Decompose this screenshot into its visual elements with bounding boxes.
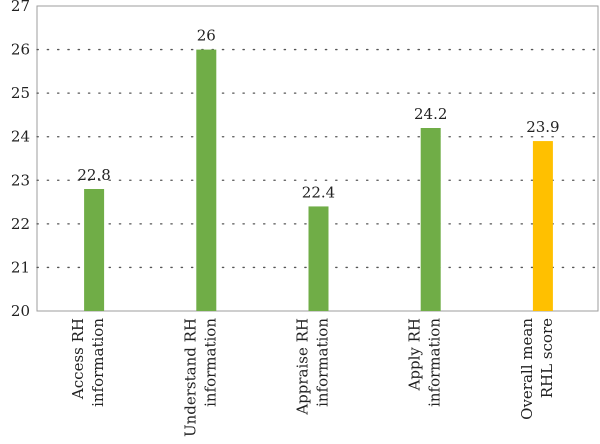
data-label: 24.2 [414,105,447,123]
data-label: 22.8 [77,166,110,184]
y-tick-label: 22 [11,215,30,233]
bar [84,189,105,311]
y-tick-label: 26 [11,41,30,59]
data-label: 22.4 [302,183,335,201]
category-label: Overall mean RHL score [518,318,556,420]
category-label: Understand RH information [181,318,219,437]
y-tick-label: 23 [11,171,30,189]
category-label-line: RHL score [538,318,556,398]
bar [532,141,553,311]
bar [420,128,441,311]
category-label-line: information [201,318,219,407]
category-label-line: Understand RH [181,318,199,437]
category-label-line: Overall mean [518,318,536,420]
category-label: Appraise RH information [294,318,332,416]
y-tick-label: 20 [11,302,30,320]
y-tick-label: 21 [11,258,30,276]
category-label-line: information [426,318,444,407]
category-label: Apply RH information [406,318,444,407]
category-label-line: information [314,318,332,407]
data-label: 23.9 [526,118,559,136]
category-label-line: Appraise RH [294,318,312,416]
category-label-line: Apply RH [406,318,424,391]
y-tick-label: 24 [11,128,30,146]
y-tick-label: 27 [11,0,30,15]
category-label: Access RH information [69,318,107,407]
y-tick-label: 25 [11,84,30,102]
data-label: 26 [197,27,216,45]
category-label-line: information [89,318,107,407]
category-label-line: Access RH [69,318,87,400]
bar [308,206,329,311]
bar [196,49,217,311]
